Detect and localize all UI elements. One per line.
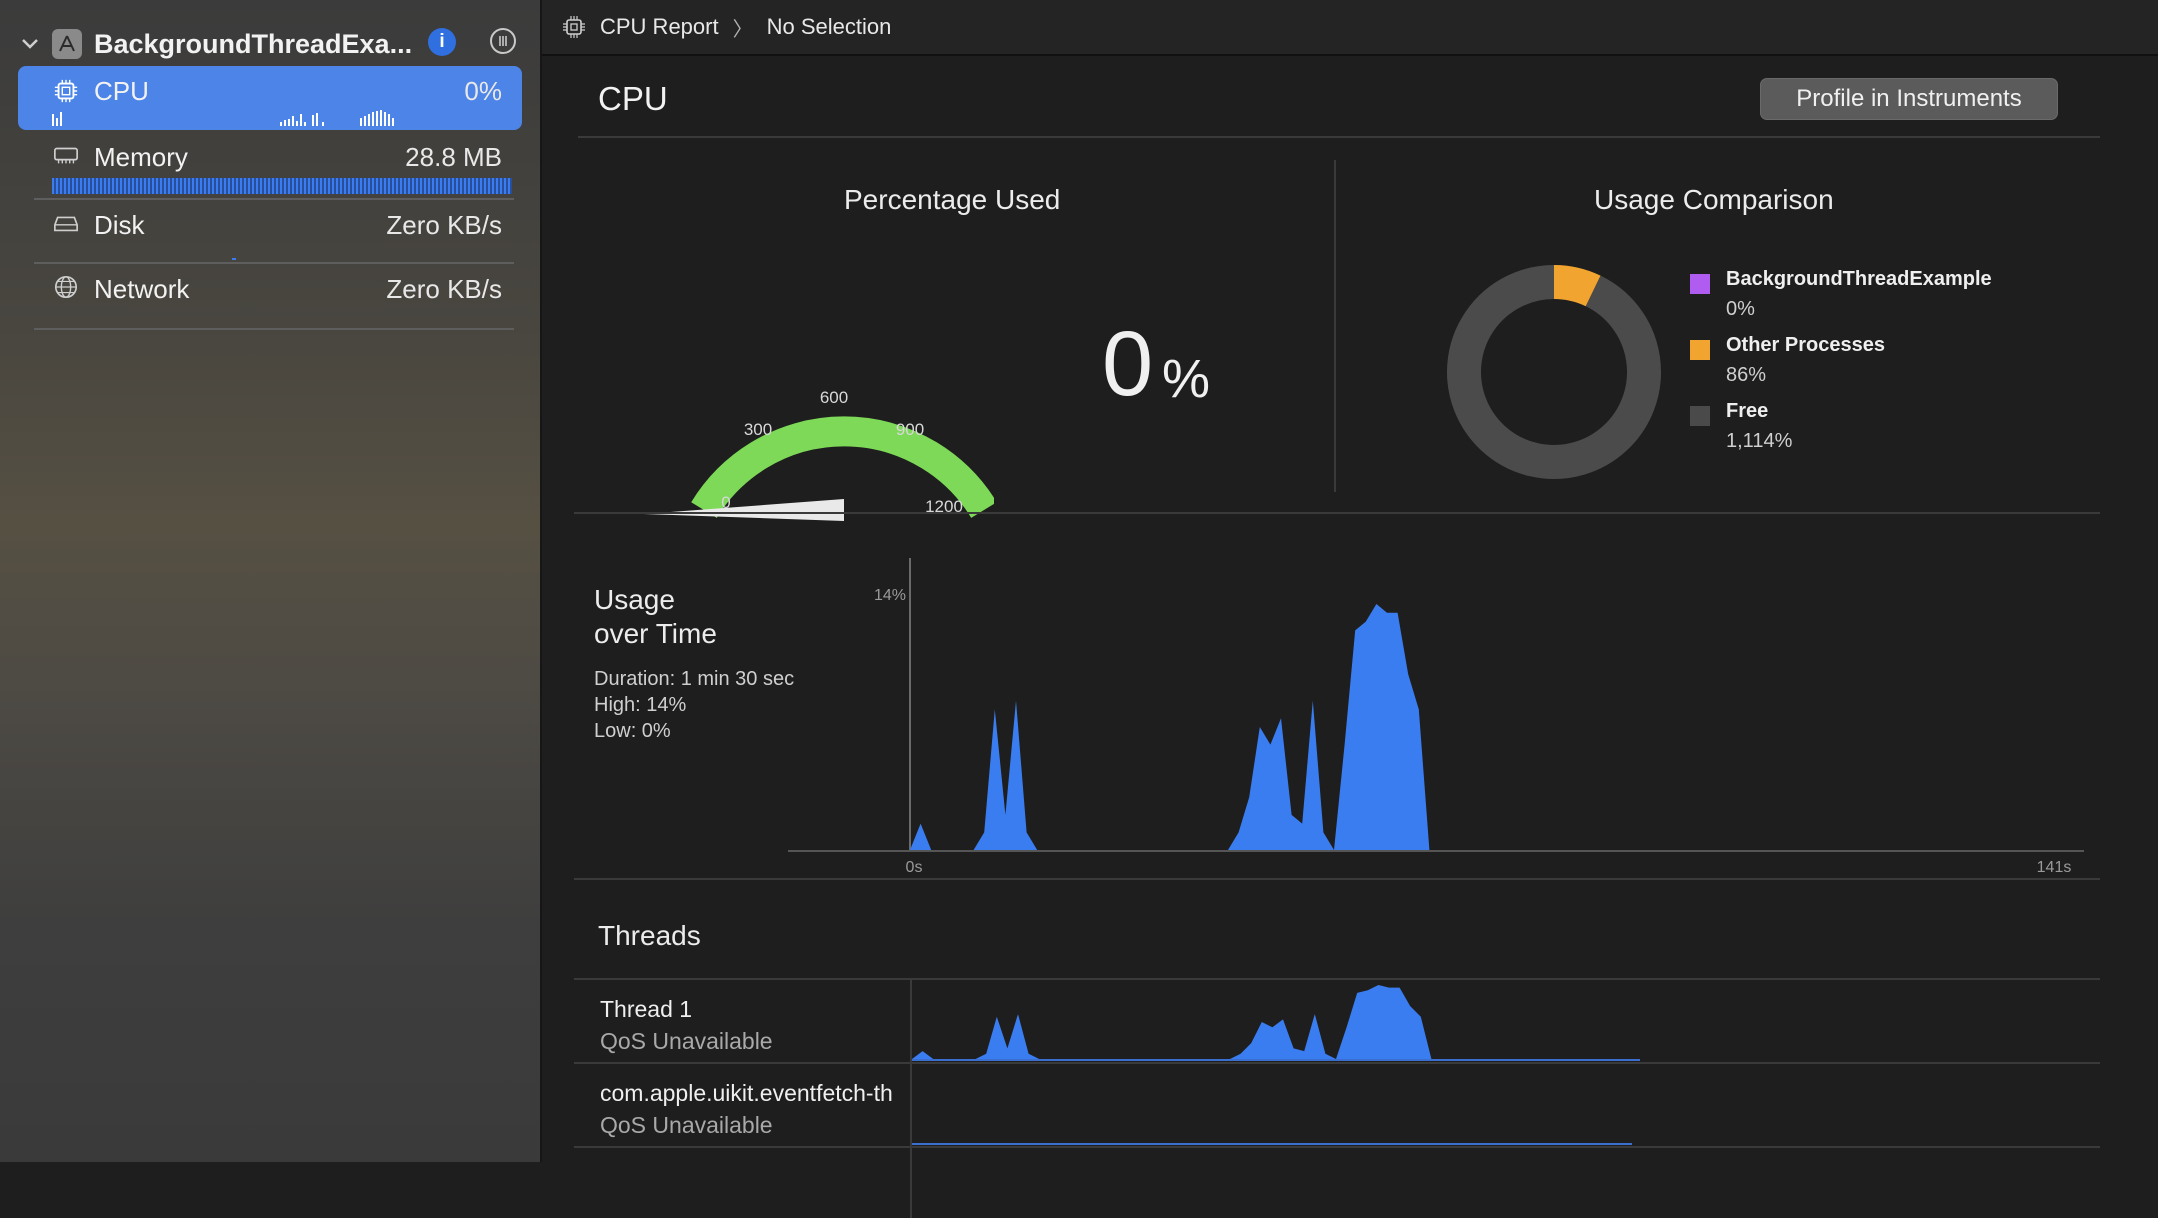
chevron-down-icon[interactable] (20, 34, 40, 54)
breadcrumb-chevron-icon: 〉 (732, 18, 753, 41)
sidebar-separator (34, 328, 514, 330)
gauge-network-value: Zero KB/s (386, 274, 502, 304)
breadcrumb-no-selection[interactable]: No Selection (766, 14, 892, 39)
usage-duration: Duration: 1 min 30 sec (594, 668, 795, 690)
breadcrumb-cpu-report[interactable]: CPU Report (600, 14, 719, 39)
divider (574, 878, 2100, 880)
app-icon (52, 29, 82, 59)
donut-slice-other-processes (1553, 265, 1601, 307)
usage-area-series (910, 604, 1504, 850)
cpu-percentage-gauge: 0 300 600 900 1200 (644, 388, 994, 521)
divider (574, 978, 2100, 980)
x-axis-start-label: 0s (906, 859, 923, 876)
sidebar-separator (34, 198, 514, 200)
legend-value: 1,114% (1726, 430, 1793, 452)
thread-row[interactable]: Thread 1 QoS Unavailable (574, 980, 2100, 1062)
project-title: BackgroundThreadExa... (94, 28, 413, 59)
legend-value: 86% (1726, 364, 1767, 386)
gauge-memory-label: Memory (94, 142, 188, 172)
percentage-used-title: Percentage Used (844, 184, 1061, 215)
memory-usage-bar (52, 178, 512, 194)
sidebar-separator (34, 262, 514, 264)
pause-icon[interactable] (490, 28, 516, 54)
thread-qos: QoS Unavailable (600, 1028, 773, 1054)
gauge-tick-0: 0 (721, 493, 730, 512)
percentage-value: 0 (1102, 313, 1154, 415)
legend-swatch-free (1690, 406, 1710, 426)
legend-swatch-other (1690, 340, 1710, 360)
thread-2-activity-graph (912, 1143, 1632, 1145)
memory-icon (54, 147, 78, 164)
legend-name: Free (1726, 400, 1769, 422)
usage-comparison-title: Usage Comparison (1594, 184, 1834, 215)
legend-swatch-app (1690, 274, 1710, 294)
divider (1334, 160, 1336, 492)
gauge-tick-300: 300 (744, 420, 772, 439)
legend-value: 0% (1726, 298, 1755, 320)
divider (574, 1146, 2100, 1148)
threads-title: Threads (598, 920, 701, 951)
usage-area-series (912, 985, 1506, 1059)
disk-activity-mark (232, 258, 236, 260)
thread-name: com.apple.uikit.eventfetch-thread (600, 1080, 892, 1106)
usage-high: High: 14% (594, 694, 687, 716)
thread-column-divider (910, 978, 912, 1218)
gauge-cpu-label: CPU (94, 76, 149, 106)
project-row[interactable]: BackgroundThreadExa... i (20, 24, 530, 64)
usage-over-time-chart: 14% 0s 141s (788, 558, 2084, 876)
disk-icon (54, 216, 78, 232)
gauge-network-label: Network (94, 274, 190, 304)
cpu-report: CPU Profile in Instruments Percentage Us… (544, 56, 2158, 1218)
sidebar: BackgroundThreadExa... i CPU 0% Memory (0, 0, 542, 1162)
info-icon[interactable]: i (428, 28, 456, 56)
page-title: CPU (598, 80, 668, 117)
divider (574, 1062, 2100, 1064)
gauge-disk-value: Zero KB/s (386, 210, 502, 240)
gauge-tick-1200: 1200 (925, 497, 963, 516)
thread-1-activity-graph (912, 985, 1640, 1061)
divider (574, 512, 2100, 514)
usage-comparison-donut (1447, 265, 1661, 479)
gauge-needle (644, 499, 844, 521)
cpu-mini-graph (52, 110, 394, 126)
thread-name: Thread 1 (600, 996, 693, 1022)
thread-qos: QoS Unavailable (600, 1112, 773, 1138)
donut-slice-free (1447, 265, 1661, 479)
gauge-tick-900: 900 (896, 420, 924, 439)
gauge-cpu[interactable]: CPU 0% (18, 66, 522, 130)
divider (578, 136, 2100, 138)
gauge-disk-label: Disk (94, 210, 145, 240)
gauge-memory[interactable]: Memory 28.8 MB (18, 132, 522, 196)
thread-row[interactable]: com.apple.uikit.eventfetch-thread QoS Un… (574, 1064, 2100, 1146)
usage-over-time-title: Usage (594, 584, 675, 615)
cpu-chip-icon (563, 16, 585, 38)
y-axis-label: 14% (874, 587, 906, 604)
legend-name: BackgroundThreadExample (1726, 268, 1992, 290)
x-axis-end-label: 141s (2037, 859, 2072, 876)
profile-in-instruments-button[interactable]: Profile in Instruments (1760, 78, 2058, 120)
gauge-network[interactable]: Network Zero KB/s (18, 262, 522, 326)
percentage-unit: % (1162, 349, 1211, 409)
gauge-cpu-value: 0% (464, 76, 502, 106)
gauge-tick-600: 600 (820, 388, 848, 407)
gauge-disk[interactable]: Disk Zero KB/s (18, 198, 522, 262)
usage-over-time-title-2: over Time (594, 618, 717, 649)
legend-name: Other Processes (1726, 334, 1885, 356)
globe-icon (54, 275, 78, 299)
usage-low: Low: 0% (594, 720, 671, 742)
jump-bar: CPU Report 〉 No Selection (542, 0, 2158, 56)
gauge-memory-value: 28.8 MB (405, 142, 502, 172)
cpu-chip-icon (54, 79, 78, 103)
